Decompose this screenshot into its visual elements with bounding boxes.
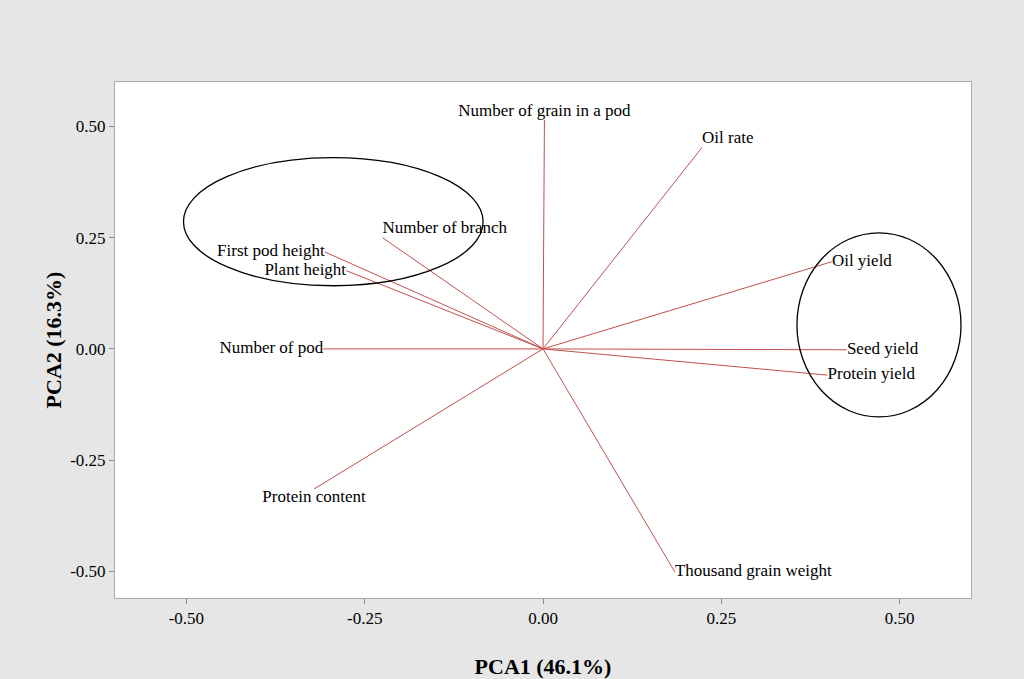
svg-text:Plant height: Plant height: [264, 260, 346, 279]
svg-text:0.25: 0.25: [76, 229, 106, 248]
svg-text:0.25: 0.25: [706, 609, 736, 628]
svg-text:-0.50: -0.50: [70, 562, 105, 581]
svg-text:0.00: 0.00: [76, 340, 106, 359]
svg-text:Oil yield: Oil yield: [832, 251, 892, 270]
svg-text:0.50: 0.50: [76, 117, 106, 136]
svg-text:Number of branch: Number of branch: [383, 218, 508, 237]
svg-text:Number of grain in a pod: Number of grain in a pod: [458, 101, 631, 120]
svg-text:0.00: 0.00: [528, 609, 558, 628]
svg-text:Oil rate: Oil rate: [702, 128, 753, 147]
svg-text:PCA1 (46.1%): PCA1 (46.1%): [475, 654, 612, 679]
svg-text:Thousand grain weight: Thousand grain weight: [675, 561, 832, 580]
svg-text:First pod height: First pod height: [217, 241, 325, 260]
svg-text:Number of pod: Number of pod: [219, 338, 323, 357]
svg-text:0.50: 0.50: [885, 609, 915, 628]
svg-text:Protein content: Protein content: [262, 487, 366, 506]
svg-text:-0.25: -0.25: [70, 451, 105, 470]
svg-text:Protein yield: Protein yield: [828, 364, 916, 383]
svg-text:Seed yield: Seed yield: [847, 339, 919, 358]
svg-text:PCA2 (16.3%): PCA2 (16.3%): [41, 272, 66, 409]
svg-text:-0.25: -0.25: [347, 609, 382, 628]
svg-text:-0.50: -0.50: [169, 609, 204, 628]
